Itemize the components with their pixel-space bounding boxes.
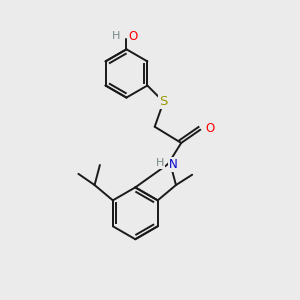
- Text: O: O: [129, 30, 138, 43]
- Text: H: H: [155, 158, 164, 168]
- Text: H: H: [112, 31, 120, 41]
- Text: S: S: [159, 95, 168, 108]
- Text: N: N: [169, 158, 177, 171]
- Text: O: O: [206, 122, 215, 135]
